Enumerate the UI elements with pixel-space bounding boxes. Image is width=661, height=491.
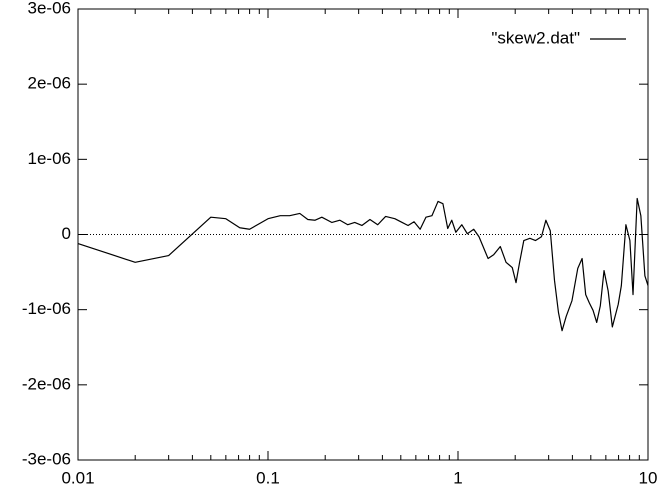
x-tick-label: 0.01 xyxy=(61,468,94,487)
x-tick-label: 0.1 xyxy=(256,468,280,487)
data-line xyxy=(77,197,649,332)
y-tick-label: -3e-06 xyxy=(22,449,71,468)
y-tick-label: -1e-06 xyxy=(22,299,71,318)
y-tick-label: 0 xyxy=(62,224,71,243)
y-tick-label: 1e-06 xyxy=(28,149,71,168)
x-tick-label: 1 xyxy=(453,468,462,487)
legend-label: "skew2.dat" xyxy=(491,28,580,47)
y-tick-label: -2e-06 xyxy=(22,374,71,393)
x-tick-label: 10 xyxy=(639,468,658,487)
y-tick-label: 2e-06 xyxy=(28,74,71,93)
y-tick-label: 3e-06 xyxy=(28,0,71,17)
